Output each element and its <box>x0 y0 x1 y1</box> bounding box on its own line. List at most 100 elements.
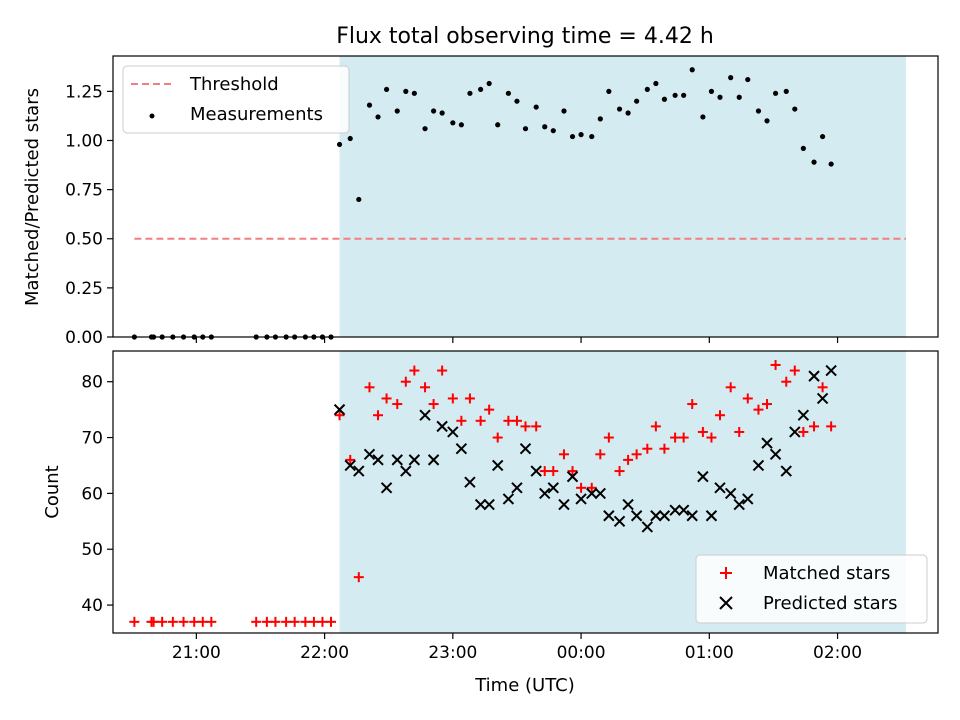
top-legend: Threshold Measurements <box>122 65 350 134</box>
y-tick-label: 0.25 <box>65 279 103 299</box>
matched-star-point <box>308 616 319 627</box>
measurement-point <box>717 94 723 100</box>
measurement-point <box>634 98 640 104</box>
top-plot-frame <box>112 55 939 338</box>
bottom-y-axis: 40 50 60 70 80 <box>81 373 113 616</box>
measurement-point <box>495 122 501 128</box>
top-chart-title: Flux total observing time = 4.42 h <box>336 24 714 49</box>
predicted-star-point <box>630 510 643 522</box>
shaded-span <box>339 56 906 337</box>
measurement-point <box>681 92 687 98</box>
matched-star-point <box>178 616 189 627</box>
measurement-point <box>478 86 484 93</box>
measurement-point <box>597 116 603 122</box>
predicted-star-point <box>558 498 570 511</box>
measurement-point <box>439 110 445 116</box>
measurement-point <box>542 124 548 130</box>
matched-legend-label: Matched stars <box>763 563 890 584</box>
predicted-star-point <box>447 426 459 438</box>
predicted-star-point <box>613 515 626 528</box>
measurement-point <box>755 108 762 114</box>
matched-star-point <box>770 359 781 370</box>
matched-star-point <box>289 616 300 627</box>
matched-star-point <box>148 616 159 627</box>
predicted-star-point <box>816 392 829 405</box>
measurement-point <box>514 98 520 104</box>
predicted-star-point <box>780 465 792 477</box>
matched-star-point <box>753 404 764 415</box>
y-tick-label: 50 <box>81 540 103 560</box>
measurement-point <box>700 114 706 120</box>
predicted-star-point <box>724 487 737 500</box>
predicted-star-point <box>714 482 726 494</box>
predicted-star-point <box>566 470 579 483</box>
matched-star-point <box>364 382 375 393</box>
measurement-point <box>616 106 623 112</box>
measurement-point <box>450 120 456 126</box>
matched-star-point <box>706 432 717 443</box>
top-x-axis <box>195 337 839 343</box>
predicted-star-point <box>492 459 504 472</box>
bottom-x-axis: 21:00 22:00 23:00 00:00 01:00 02:00 <box>172 633 862 663</box>
predicted-star-point <box>669 504 681 516</box>
measurement-point <box>653 80 659 87</box>
predicted-star-point <box>705 510 718 522</box>
top-panel: Flux total observing time = 4.42 h Match… <box>22 24 939 348</box>
matched-star-point <box>531 421 542 432</box>
matched-star-point <box>623 454 634 465</box>
matched-star-point <box>167 616 178 627</box>
measurement-point <box>783 88 789 94</box>
predicted-star-point <box>464 476 476 488</box>
matched-star-point <box>373 410 384 421</box>
matched-star-point <box>251 616 262 627</box>
matched-star-point <box>826 421 837 432</box>
y-tick-label: 1.25 <box>65 82 103 102</box>
measurement-point <box>672 92 678 98</box>
matched-star-point <box>520 421 531 432</box>
predicted-star-point <box>333 403 346 416</box>
predicted-star-point <box>641 521 654 533</box>
measurement-point <box>383 86 390 93</box>
x-tick-label: 00:00 <box>557 643 606 663</box>
measurement-point <box>792 106 798 112</box>
measurement-point <box>606 88 612 94</box>
measurement-point <box>533 104 539 110</box>
measurement-point <box>811 159 817 165</box>
measurement-point <box>708 88 715 94</box>
predicted-star-point <box>797 409 810 421</box>
measurement-point <box>336 141 343 148</box>
measurement-point <box>561 108 567 114</box>
predicted-star-point <box>677 504 690 516</box>
measurement-point <box>569 133 576 140</box>
predicted-star-point <box>511 482 523 494</box>
top-y-axis: 0.00 0.25 0.50 0.75 1.00 1.25 <box>65 82 113 348</box>
measurement-point <box>430 108 437 114</box>
measurement-point <box>800 145 806 151</box>
x-tick-label: 21:00 <box>172 643 221 663</box>
matched-star-point <box>420 382 431 393</box>
bottom-panel: Count Time (UTC) 40 50 60 70 80 21:00 22:00 23… <box>42 350 939 696</box>
matched-star-point <box>576 482 587 493</box>
predicted-star-point <box>742 493 754 505</box>
matched-star-point <box>789 365 800 376</box>
predicted-star-point <box>575 493 587 505</box>
y-tick-label: 0.50 <box>65 230 103 250</box>
predicted-star-point <box>752 459 765 472</box>
matched-star-point <box>281 616 292 627</box>
measurement-point <box>764 118 770 124</box>
matched-star-point <box>381 393 392 404</box>
matched-star-point <box>157 616 168 627</box>
matched-star-point <box>697 426 708 437</box>
predicted-star-point <box>547 482 559 494</box>
matched-star-point <box>603 432 614 443</box>
matched-star-point <box>334 410 345 421</box>
predicted-legend-swatch <box>719 596 733 610</box>
bottom-legend: Matched stars Predicted stars <box>695 554 928 624</box>
predicted-star-point <box>483 498 495 511</box>
matched-star-point <box>197 616 208 627</box>
matched-star-point <box>798 426 809 437</box>
predicted-star-point <box>427 454 440 466</box>
predicted-star-point <box>539 487 551 500</box>
matched-star-point <box>670 432 681 443</box>
